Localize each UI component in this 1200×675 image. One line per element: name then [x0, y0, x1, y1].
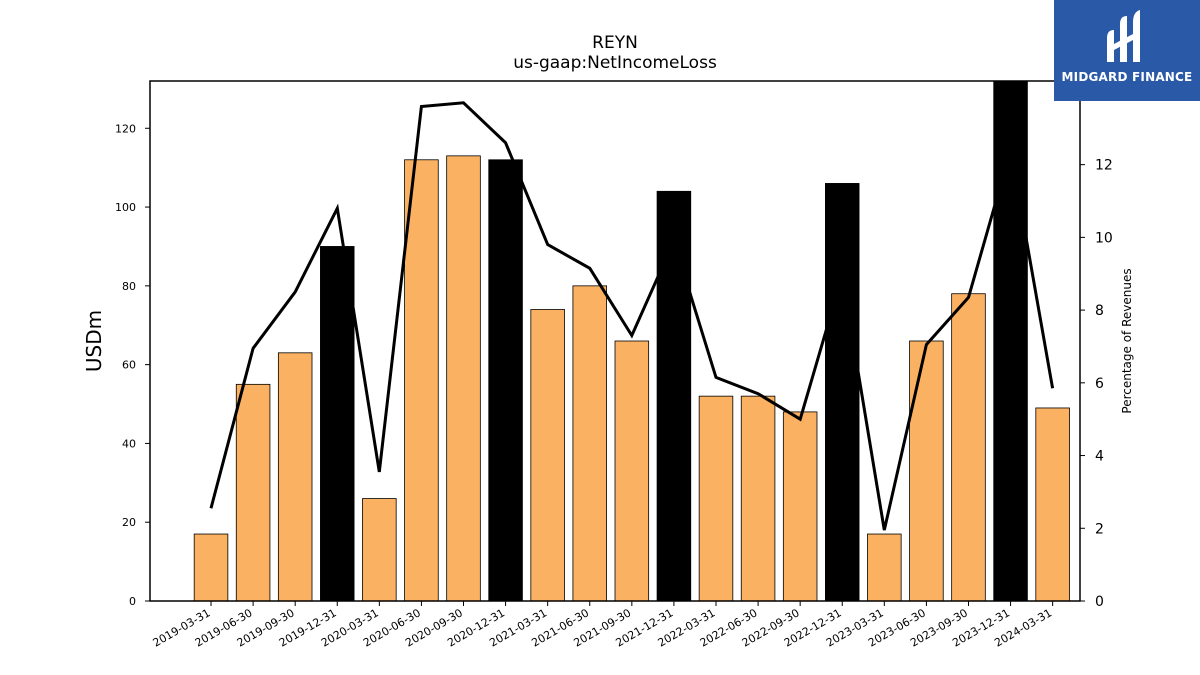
bar-2019-12-31	[320, 246, 355, 602]
y-tick-label: 0	[129, 595, 136, 608]
bar-2020-06-30	[404, 159, 439, 602]
bar-2020-12-31	[488, 159, 523, 602]
bar-2021-12-31	[656, 190, 692, 602]
y2-tick-label: 6	[1095, 376, 1104, 392]
percent-line-series	[209, 101, 1055, 531]
bar-2019-03-31	[193, 533, 229, 602]
bar-2020-03-31	[362, 498, 397, 602]
y2-tick-label: 0	[1095, 594, 1104, 610]
bar-2024-03-31	[1035, 407, 1070, 602]
y-tick-label: 80	[122, 280, 136, 293]
y-tick-label: 40	[122, 437, 136, 450]
y2-axis-label: Percentage of Revenues	[1120, 268, 1134, 413]
bar-series	[193, 80, 1070, 602]
bar-2020-09-30	[446, 155, 481, 602]
bar-2021-09-30	[614, 340, 650, 602]
y2-tick-label: 2	[1095, 521, 1104, 537]
y2-tick-label: 12	[1095, 158, 1113, 174]
logo-text: MIDGARD FINANCE	[1061, 70, 1193, 84]
logo-mark-icon	[1107, 10, 1140, 62]
y2-tick-label: 10	[1095, 230, 1113, 246]
bar-2022-12-31	[825, 183, 860, 602]
bar-2019-06-30	[235, 383, 271, 602]
y-tick-label: 100	[115, 201, 136, 214]
bar-2021-03-31	[530, 309, 565, 602]
y-tick-label: 20	[122, 516, 136, 529]
y2-tick-label: 8	[1095, 303, 1104, 319]
bar-2023-06-30	[909, 340, 944, 602]
bar-2023-03-31	[867, 533, 902, 602]
chart-title: REYN	[592, 33, 638, 53]
bar-2022-09-30	[782, 411, 818, 602]
bar-2023-09-30	[951, 293, 986, 602]
bar-2019-09-30	[277, 352, 313, 602]
bar-2021-06-30	[572, 285, 607, 602]
y-axis-label: USDm	[82, 310, 106, 372]
y-tick-label: 120	[115, 122, 136, 135]
bar-2022-06-30	[740, 395, 776, 602]
bar-2023-12-31	[993, 80, 1028, 602]
chart-subtitle: us-gaap:NetIncomeLoss	[513, 53, 717, 73]
midgard-finance-logo: MIDGARD FINANCE	[1054, 0, 1200, 101]
y-tick-label: 60	[122, 359, 136, 372]
plot-frame	[149, 80, 1081, 602]
bar-2022-03-31	[698, 395, 734, 602]
y2-tick-label: 4	[1095, 449, 1104, 465]
